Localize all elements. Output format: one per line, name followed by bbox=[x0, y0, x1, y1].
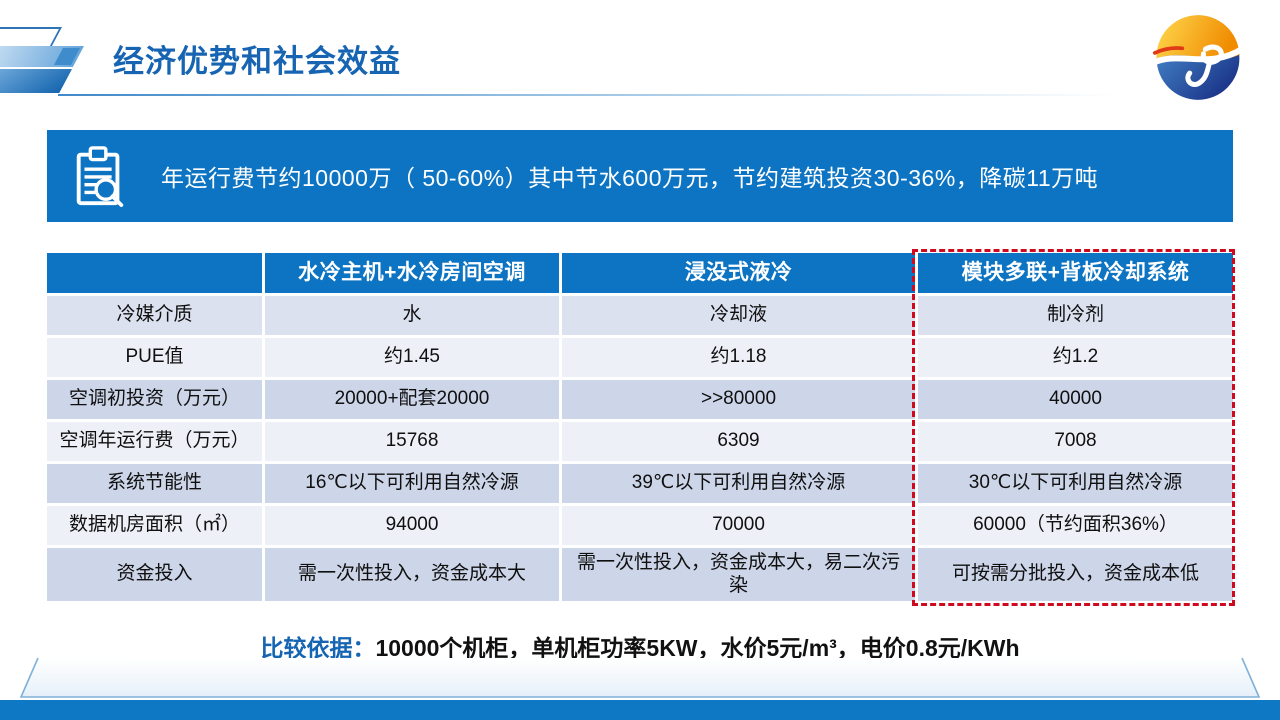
table-cell: 94000 bbox=[265, 506, 559, 545]
table-cell: 6309 bbox=[562, 422, 915, 461]
note-text: 10000个机柜，单机柜功率5KW，水价5元/m³，电价0.8元/KWh bbox=[375, 635, 1020, 661]
table-cell: 20000+配套20000 bbox=[265, 380, 559, 419]
stage-trapezoid bbox=[19, 657, 1261, 698]
company-logo-icon bbox=[1152, 15, 1244, 100]
table-cell: 7008 bbox=[918, 422, 1233, 461]
bottom-blue-bar bbox=[0, 700, 1280, 720]
table-cell: 15768 bbox=[265, 422, 559, 461]
table-cell: 冷却液 bbox=[562, 296, 915, 335]
clipboard-search-icon bbox=[76, 146, 124, 207]
comparison-basis-note: 比较依据：10000个机柜，单机柜功率5KW，水价5元/m³，电价0.8元/KW… bbox=[0, 629, 1280, 663]
table-cell: 60000（节约面积36%） bbox=[918, 506, 1233, 545]
column-header: 浸没式液冷 bbox=[562, 253, 915, 293]
banner-text: 年运行费节约10000万（ 50-60%）其中节水600万元，节约建筑投资30-… bbox=[161, 165, 1099, 191]
title-underline bbox=[58, 94, 1208, 96]
row-label: 空调初投资（万元） bbox=[47, 380, 262, 419]
comparison-table: 水冷主机+水冷房间空调 浸没式液冷 模块多联+背板冷却系统冷媒介质水冷却液 制冷剂 PU… bbox=[47, 253, 1233, 601]
row-label: PUE值 bbox=[47, 338, 262, 377]
table-cell: 需一次性投入，资金成本大 bbox=[265, 548, 559, 601]
table-cell: 16℃以下可利用自然冷源 bbox=[265, 464, 559, 503]
row-label: 资金投入 bbox=[47, 548, 262, 601]
table-cell: 水 bbox=[265, 296, 559, 335]
table-cell: 39℃以下可利用自然冷源 bbox=[562, 464, 915, 503]
table-cell: 约1.2 bbox=[918, 338, 1233, 377]
table-cell: 制冷剂 bbox=[918, 296, 1233, 335]
note-label: 比较依据： bbox=[260, 635, 376, 661]
table-cell: 30℃以下可利用自然冷源 bbox=[918, 464, 1233, 503]
table-cell: 可按需分批投入，资金成本低 bbox=[918, 548, 1233, 601]
table-cell: >>80000 bbox=[562, 380, 915, 419]
table-cell: 约1.18 bbox=[562, 338, 915, 377]
table-cell: 需一次性投入，资金成本大，易二次污染 bbox=[562, 548, 915, 601]
row-label: 空调年运行费（万元） bbox=[47, 422, 262, 461]
page-title: 经济优势和社会效益 bbox=[113, 44, 401, 79]
table-cell: 40000 bbox=[918, 380, 1233, 419]
comparison-table-wrap: 水冷主机+水冷房间空调 浸没式液冷 模块多联+背板冷却系统冷媒介质水冷却液 制冷剂 PU… bbox=[47, 249, 1235, 606]
table-cell: 约1.45 bbox=[265, 338, 559, 377]
row-label: 系统节能性 bbox=[47, 464, 262, 503]
table-corner-cell bbox=[47, 253, 262, 293]
table-cell: 70000 bbox=[562, 506, 915, 545]
column-header: 水冷主机+水冷房间空调 bbox=[265, 253, 559, 293]
deco-parallelogram-gradient bbox=[0, 69, 72, 93]
summary-banner: 年运行费节约10000万（ 50-60%）其中节水600万元，节约建筑投资30-… bbox=[47, 130, 1233, 222]
row-label: 冷媒介质 bbox=[47, 296, 262, 335]
row-label: 数据机房面积（㎡） bbox=[47, 506, 262, 545]
column-header: 模块多联+背板冷却系统 bbox=[918, 253, 1233, 293]
